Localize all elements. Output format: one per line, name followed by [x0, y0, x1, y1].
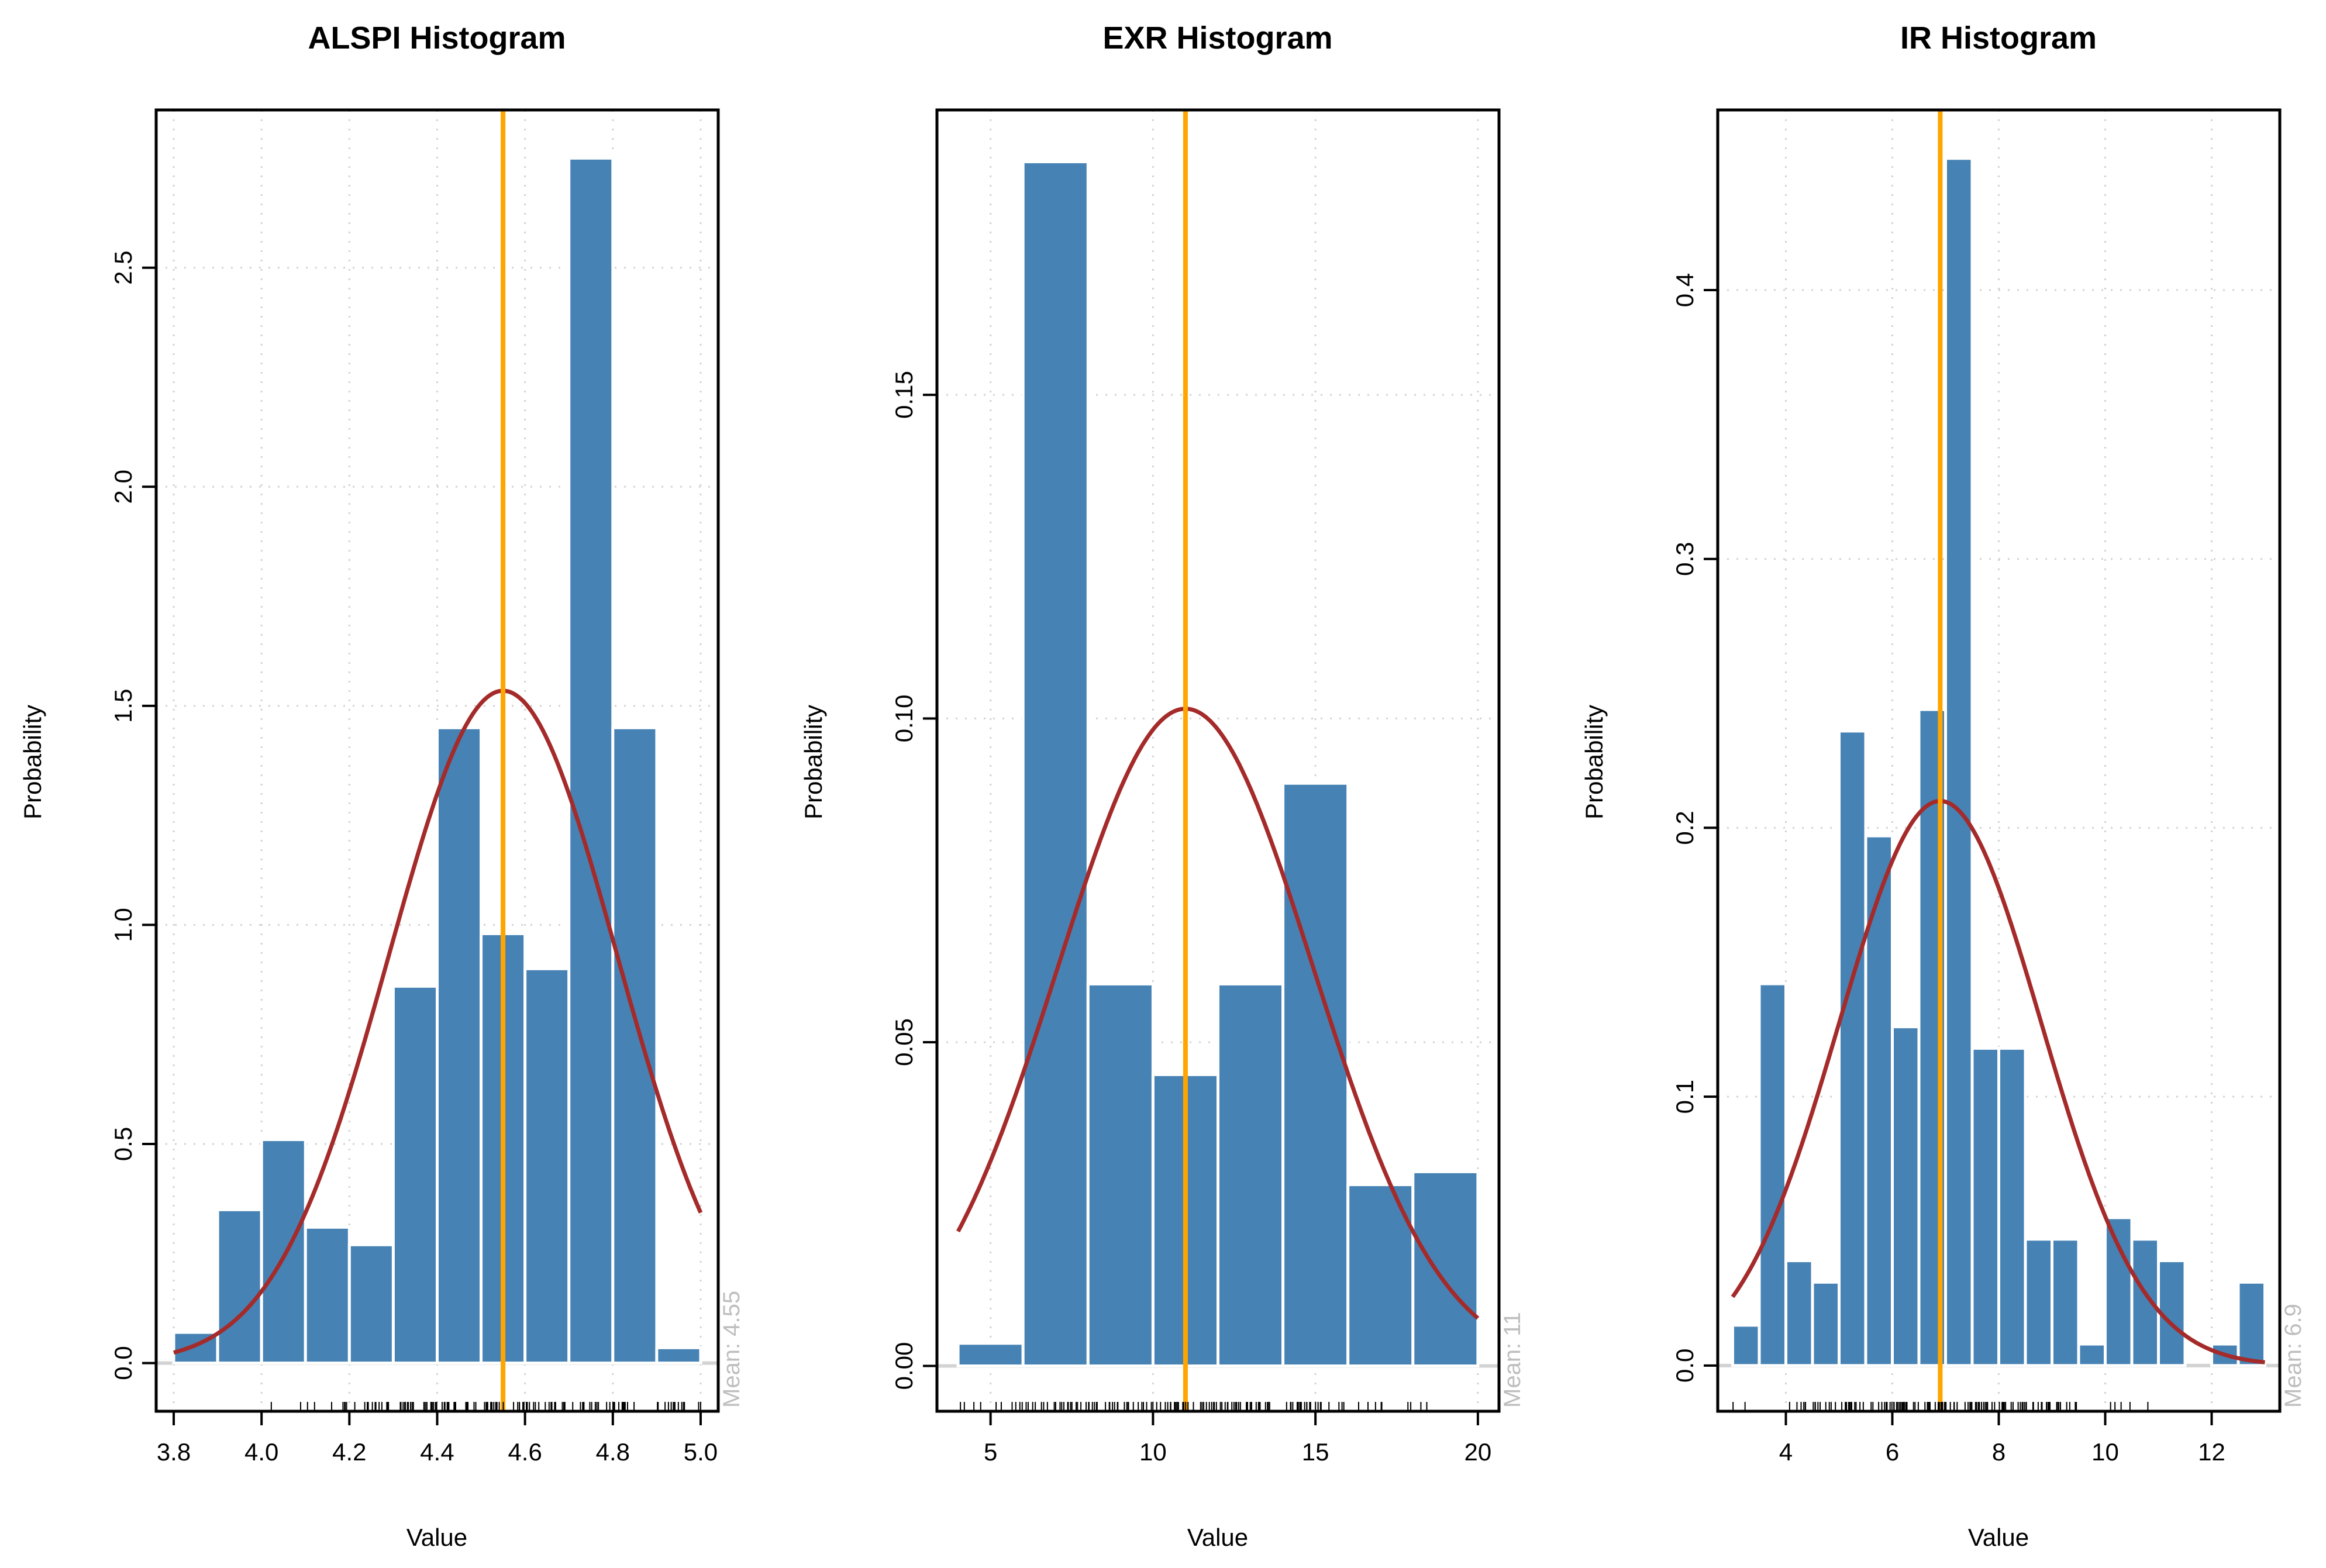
- histogram-bar: [1281, 781, 1350, 1368]
- x-tick-label: 8: [1992, 1438, 2005, 1466]
- panel-title: EXR Histogram: [1102, 20, 1332, 56]
- y-tick-label: 0.15: [890, 371, 918, 419]
- histogram-bar: [2104, 1216, 2134, 1367]
- y-axis-label: Probability: [1580, 705, 1608, 819]
- histogram-bar: [1411, 1170, 1480, 1368]
- y-tick-label: 0.00: [890, 1342, 918, 1390]
- histogram-bar: [1997, 1046, 2027, 1367]
- panel-exr: EXR Histogram Mean: 11 5 10 15 20 0.00 0.05 0.1…: [800, 20, 1525, 1551]
- histogram-bar: [1784, 1259, 1814, 1367]
- y-tick-label: 1.0: [109, 908, 137, 942]
- histogram-bar: [2077, 1342, 2107, 1367]
- mean-label: Mean: 6.9: [2280, 1304, 2306, 1408]
- histogram-bar: [1346, 1183, 1415, 1368]
- panel-title: ALSPI Histogram: [308, 20, 566, 56]
- y-tick-label: 0.5: [109, 1127, 137, 1161]
- histogram-bar: [1837, 729, 1867, 1367]
- histogram-bar: [611, 726, 659, 1365]
- mean-label: Mean: 4.55: [719, 1291, 745, 1408]
- y-tick-label: 0.1: [1671, 1080, 1698, 1114]
- histogram-bar: [436, 726, 483, 1365]
- plot-frame: [935, 108, 1501, 1413]
- histogram-bar: [1021, 160, 1090, 1368]
- histogram-bar: [304, 1225, 351, 1365]
- histogram-bar: [655, 1346, 702, 1365]
- y-tick-label: 0.3: [1671, 542, 1698, 576]
- panel-title: IR Histogram: [1900, 20, 2097, 56]
- y-tick-label: 0.4: [1671, 273, 1698, 307]
- x-axis-label: Value: [406, 1524, 467, 1551]
- panel-alspi: ALSPI Histogram Mean: 4.55 3.8 4.0 4.2 4.4 4.…: [19, 20, 745, 1551]
- x-tick-label: 4.6: [508, 1438, 542, 1466]
- plot-area: Mean: 11 5 10 15 20 0.00 0.05 0.10 0.15: [890, 108, 1525, 1466]
- y-tick-label: 0.0: [109, 1346, 137, 1380]
- x-tick-label: 4.4: [420, 1438, 454, 1466]
- x-tick-label: 15: [1302, 1438, 1329, 1466]
- x-tick-label: 12: [2198, 1438, 2225, 1466]
- histogram-bar: [260, 1138, 307, 1365]
- histogram-bar: [347, 1243, 395, 1365]
- histogram-bar: [1086, 982, 1155, 1368]
- y-tick-label: 0.10: [890, 695, 918, 743]
- y-axis-label: Probability: [800, 705, 827, 819]
- histogram-bar: [1811, 1280, 1841, 1367]
- y-tick-label: 2.0: [109, 470, 137, 504]
- y-axis-label: Probability: [19, 705, 46, 819]
- histogram-bar: [1731, 1324, 1761, 1367]
- mean-label: Mean: 11: [1500, 1312, 1525, 1408]
- plot-area: Mean: 6.9 4 6 8 10 12 0.0 0.1 0.2 0.3 0.4: [1671, 108, 2306, 1466]
- histogram-bar: [523, 967, 571, 1365]
- histogram-bar: [1890, 1025, 1921, 1367]
- histogram-bar: [2051, 1238, 2080, 1367]
- y-tick-label: 0.2: [1671, 811, 1698, 845]
- histogram-bar: [1970, 1046, 2000, 1367]
- x-tick-label: 10: [2091, 1438, 2119, 1466]
- histogram-bar: [1943, 157, 1974, 1367]
- density-curve: [956, 707, 1480, 1320]
- histogram-bar: [567, 156, 615, 1365]
- histogram-bar: [956, 1342, 1025, 1368]
- x-tick-label: 4.8: [596, 1438, 630, 1466]
- x-axis-label: Value: [1968, 1524, 2029, 1551]
- x-tick-label: 4.2: [332, 1438, 366, 1466]
- histogram-bar: [216, 1208, 263, 1365]
- histogram-bar: [1758, 982, 1787, 1367]
- histogram-bar: [391, 984, 439, 1365]
- panel-ir: IR Histogram Mean: 6.9 4 6 8 10 12 0.0 0.1 0.2 0.…: [1580, 20, 2306, 1551]
- y-tick-label: 0.0: [1671, 1349, 1698, 1383]
- x-tick-label: 4.0: [244, 1438, 278, 1466]
- x-tick-label: 3.8: [157, 1438, 191, 1466]
- density-curve: [173, 688, 703, 1355]
- histogram-bar: [1864, 834, 1894, 1367]
- y-tick-label: 1.5: [109, 689, 137, 723]
- histogram-bar: [2024, 1238, 2054, 1367]
- x-tick-label: 20: [1464, 1438, 1492, 1466]
- histogram-bar: [2237, 1280, 2267, 1367]
- x-tick-label: 10: [1139, 1438, 1167, 1466]
- x-tick-label: 4: [1779, 1438, 1793, 1466]
- x-tick-label: 6: [1886, 1438, 1899, 1466]
- plot-area: Mean: 4.55 3.8 4.0 4.2 4.4 4.6 4.8 5.0 0.0 0.5 1.0…: [109, 108, 745, 1466]
- x-axis-label: Value: [1187, 1524, 1248, 1551]
- y-tick-label: 2.5: [109, 251, 137, 285]
- density-curve: [1731, 799, 2265, 1364]
- x-tick-label: 5.0: [684, 1438, 718, 1466]
- x-tick-label: 5: [984, 1438, 997, 1466]
- histogram-bar: [1217, 982, 1285, 1368]
- y-tick-label: 0.05: [890, 1018, 918, 1066]
